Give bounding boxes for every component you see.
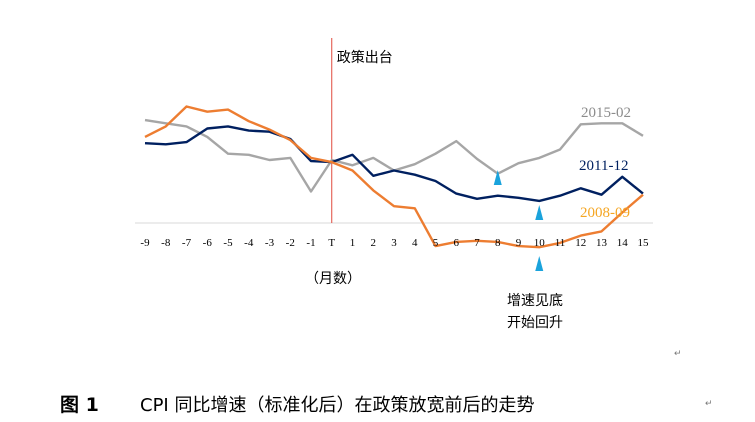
x-tick-label: 2 bbox=[371, 237, 377, 249]
x-tick-label: -9 bbox=[140, 237, 150, 249]
x-tick-label: 5 bbox=[433, 237, 439, 249]
figure-label: 图 1 bbox=[60, 394, 99, 416]
paragraph-mark-1: ↵ bbox=[674, 348, 682, 358]
x-tick-label: 9 bbox=[516, 237, 522, 249]
x-tick-label: -7 bbox=[182, 237, 192, 249]
x-tick-label: 6 bbox=[454, 237, 460, 249]
bottom-marker bbox=[535, 256, 544, 271]
x-tick-label: 15 bbox=[638, 237, 650, 249]
x-tick-label: 7 bbox=[474, 237, 480, 249]
series-label-2015-02: 2015-02 bbox=[581, 105, 631, 121]
x-tick-label: -8 bbox=[161, 237, 171, 249]
series-label-2011-12: 2011-12 bbox=[579, 158, 628, 174]
text-layer: -9 -8 -7 -6 -5 -4 -3 -2 -1 T 1 2 3 4 5 6 7 8 9 10 11 12 13 14 15… bbox=[60, 49, 649, 416]
series-line-2008-09 bbox=[144, 105, 644, 249]
series-line-2015-02 bbox=[144, 118, 644, 193]
x-tick-label: 11 bbox=[555, 237, 566, 249]
x-tick-label: 10 bbox=[534, 237, 546, 249]
x-tick-label: -3 bbox=[265, 237, 275, 249]
x-tick-label: -4 bbox=[244, 237, 254, 249]
x-tick-label: T bbox=[328, 237, 335, 249]
x-axis-label: （月数） bbox=[305, 271, 361, 287]
x-tick-label: -5 bbox=[223, 237, 233, 249]
bottom-marker bbox=[493, 170, 502, 185]
markers-layer bbox=[493, 170, 544, 271]
x-tick-label: 8 bbox=[495, 237, 501, 249]
series-layer bbox=[144, 105, 644, 249]
axes-layer bbox=[135, 38, 653, 224]
chart-title: CPI 同比增速（标准化后）在政策放宽前后的走势 bbox=[140, 395, 534, 416]
annotation-text: 开始回升 bbox=[507, 315, 563, 331]
x-tick-label: 13 bbox=[596, 237, 608, 249]
series-label-2008-09: 2008-09 bbox=[580, 205, 630, 221]
x-tick-label: 14 bbox=[617, 237, 629, 249]
bottom-marker bbox=[535, 205, 544, 220]
x-tick-label: -1 bbox=[306, 237, 315, 249]
x-tick-label: 12 bbox=[575, 237, 586, 249]
series-line-2011-12 bbox=[144, 125, 644, 203]
paragraph-mark-2: ↵ bbox=[705, 398, 713, 408]
x-tick-label: 4 bbox=[412, 237, 418, 249]
annotation-text: 增速见底 bbox=[507, 293, 563, 309]
policy-label: 政策出台 bbox=[337, 49, 393, 66]
x-tick-label: -6 bbox=[203, 237, 213, 249]
x-tick-label: 1 bbox=[350, 237, 356, 249]
x-tick-label: -2 bbox=[286, 237, 295, 249]
x-tick-label: 3 bbox=[391, 237, 397, 249]
